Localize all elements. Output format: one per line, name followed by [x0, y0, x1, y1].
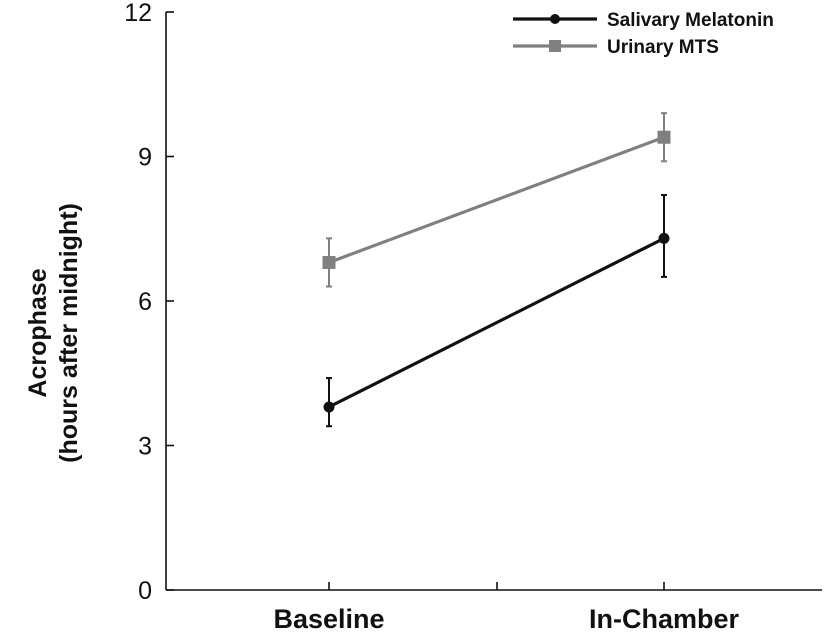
- y-axis-label: Acrophase (hours after midnight): [24, 203, 83, 463]
- data-point: [322, 255, 336, 269]
- data-point: [657, 130, 671, 144]
- data-point: [658, 232, 670, 244]
- y-axis-label-line-2: (hours after midnight): [55, 203, 83, 463]
- x-category-label: In-Chamber: [589, 604, 740, 634]
- legend-label: Urinary MTS: [607, 37, 719, 58]
- x-category-label: Baseline: [273, 604, 384, 634]
- series-line: [328, 236, 665, 409]
- y-tick-label: 3: [138, 433, 152, 461]
- legend-entry: Urinary MTS: [513, 37, 719, 58]
- series-urinary-mts: [322, 112, 671, 288]
- x-axis-categories: Baseline In-Chamber: [273, 582, 739, 634]
- y-tick-label: 12: [124, 0, 152, 27]
- axes: [165, 12, 822, 591]
- series-salivary-melatonin: [323, 194, 670, 428]
- legend: Salivary Melatonin Urinary MTS: [513, 10, 774, 58]
- series-layer: [322, 112, 671, 428]
- y-axis-ticks: 0 3 6 9 12: [124, 0, 174, 605]
- legend-marker: [550, 14, 560, 24]
- legend-label: Salivary Melatonin: [607, 10, 774, 31]
- y-axis-label-line-1: Acrophase: [24, 268, 52, 397]
- y-tick-label: 6: [138, 288, 152, 316]
- y-tick-label: 9: [138, 144, 152, 172]
- y-tick-label: 0: [138, 577, 152, 605]
- data-point: [323, 401, 335, 413]
- legend-entry: Salivary Melatonin: [513, 10, 774, 31]
- series-line: [328, 135, 665, 264]
- legend-marker: [549, 40, 561, 52]
